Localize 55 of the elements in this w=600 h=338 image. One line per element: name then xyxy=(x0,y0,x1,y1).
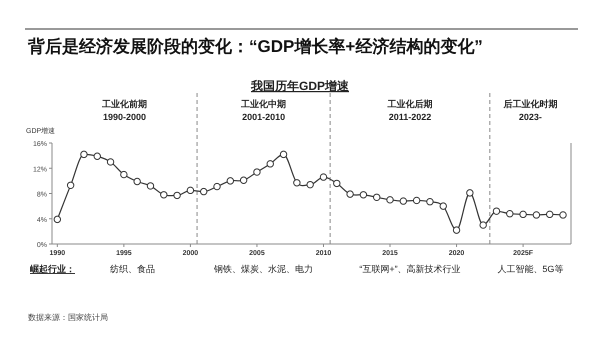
text: 后工业化时期 xyxy=(502,99,558,109)
text: 人工智能、5G等 xyxy=(497,264,564,274)
point xyxy=(80,150,88,158)
point xyxy=(306,180,314,188)
point xyxy=(226,177,234,185)
point xyxy=(333,180,340,188)
point xyxy=(426,198,434,206)
point xyxy=(519,210,527,218)
chart-subtitle: 我国历年GDP增速 xyxy=(250,79,350,93)
point xyxy=(120,170,128,178)
point xyxy=(280,150,288,158)
point xyxy=(360,191,368,198)
point xyxy=(400,197,408,205)
point xyxy=(146,182,154,190)
text: 2023- xyxy=(518,112,542,122)
point xyxy=(54,216,62,224)
text: 1990-2000 xyxy=(103,112,146,122)
point xyxy=(479,221,487,229)
point xyxy=(320,173,328,181)
text: “互联网+”、高新技术行业 xyxy=(359,264,461,274)
point xyxy=(240,176,248,184)
text: 工业化中期 xyxy=(240,99,286,109)
point xyxy=(266,160,274,168)
text: 工业化前期 xyxy=(101,99,148,109)
point xyxy=(160,191,168,198)
point xyxy=(94,152,101,160)
point xyxy=(506,210,514,218)
point xyxy=(452,226,460,234)
point xyxy=(200,188,208,196)
point xyxy=(412,196,420,204)
point xyxy=(346,190,354,198)
point xyxy=(386,196,394,204)
point xyxy=(559,211,567,219)
text: 钢铁、煤炭、水泥、电力 xyxy=(213,264,314,274)
text: 2011-2022 xyxy=(388,112,432,122)
point xyxy=(546,210,554,218)
point xyxy=(66,182,74,189)
text: 纺织、食品 xyxy=(110,264,156,274)
text: 崛起行业： xyxy=(30,264,75,274)
point xyxy=(133,178,141,186)
point xyxy=(106,158,114,166)
text: 2001-2010 xyxy=(242,112,286,122)
point xyxy=(293,179,301,186)
point xyxy=(253,168,261,176)
point xyxy=(492,207,500,215)
point xyxy=(173,192,181,200)
point xyxy=(373,194,380,201)
point xyxy=(440,202,447,210)
source-note: 数据来源：国家统计局 xyxy=(28,313,108,322)
point xyxy=(532,211,540,219)
point xyxy=(466,189,474,197)
point xyxy=(186,186,194,194)
text: 工业化后期 xyxy=(386,99,432,109)
chart-title: 背后是经济发展阶段的变化：“GDP增长率+经济结构的变化” xyxy=(27,37,483,56)
point xyxy=(213,182,221,190)
